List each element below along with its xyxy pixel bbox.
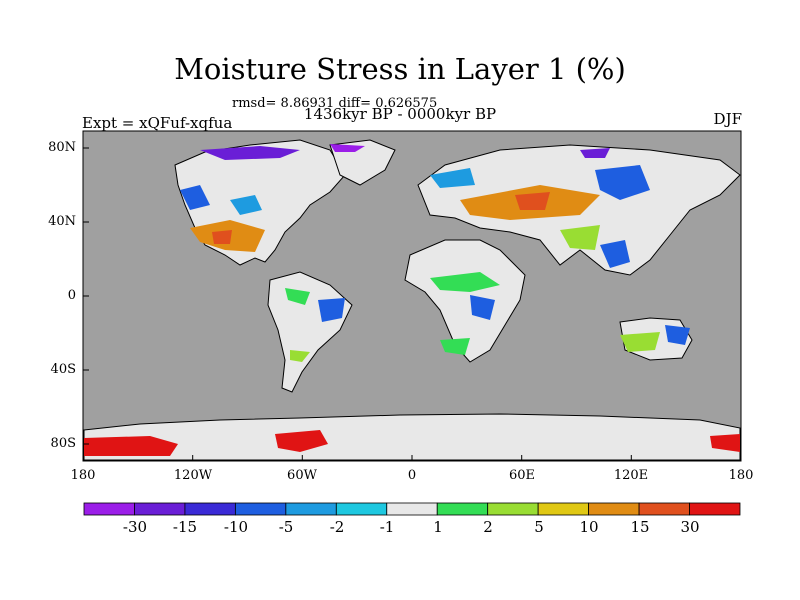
- colorbar-label: -15: [172, 518, 198, 536]
- anomaly-patch: [330, 144, 365, 152]
- colorbar-swatch: [436, 502, 489, 516]
- anomaly-patch: [595, 165, 650, 200]
- y-tick-label: 80N: [48, 140, 76, 155]
- anomaly-patch: [180, 185, 210, 210]
- anomaly-patch: [710, 434, 740, 452]
- x-tick-label: 120W: [173, 468, 213, 483]
- anomaly-patch: [318, 298, 345, 322]
- colorbar-label: 1: [433, 518, 443, 536]
- colorbar-swatch: [234, 502, 287, 516]
- y-tick-label: 40N: [48, 214, 76, 229]
- anomaly-patches: [84, 144, 740, 456]
- anomaly-patch: [290, 350, 310, 362]
- anomaly-patch: [430, 272, 500, 292]
- y-tick-label: 0: [67, 288, 76, 303]
- map-title: Moisture Stress in Layer 1 (%): [174, 52, 626, 86]
- y-tick-label: 40S: [50, 362, 76, 377]
- x-tick-label: 60E: [508, 468, 536, 483]
- x-tick-label: 180: [728, 468, 754, 483]
- anomaly-patch: [515, 192, 550, 210]
- anomaly-patch: [560, 225, 600, 250]
- colorbar-swatch: [487, 502, 539, 516]
- anomaly-patch: [620, 332, 660, 352]
- anomaly-patch: [275, 430, 328, 452]
- colorbar-label: 15: [630, 518, 650, 536]
- x-tick-label: 180: [70, 468, 96, 483]
- season-label: DJF: [713, 110, 742, 128]
- anomaly-patch: [200, 146, 300, 160]
- landmass-africa: [404, 239, 526, 363]
- colorbar-label: -30: [122, 518, 148, 536]
- x-tick-label: 120E: [613, 468, 649, 483]
- anomaly-patch: [212, 230, 232, 244]
- anomaly-patch: [230, 195, 262, 215]
- time-period: 1436kyr BP - 0000kyr BP: [303, 105, 497, 123]
- rmsd-diff-stats: rmsd= 8.86931 diff= 0.626575: [232, 96, 438, 111]
- y-tick-label: 80S: [50, 436, 76, 451]
- colorbar: [83, 502, 741, 516]
- colorbar-swatch: [689, 502, 741, 516]
- x-axis-ticks: [82, 455, 742, 461]
- colorbar-label: -2: [329, 518, 345, 536]
- experiment-label: Expt = xQFuf-xqfua: [82, 114, 233, 132]
- colorbar-label: -10: [223, 518, 249, 536]
- colorbar-label: -5: [278, 518, 294, 536]
- landmass-antarctica: [83, 413, 741, 461]
- colorbar-swatch: [537, 502, 590, 516]
- colorbar-swatch: [184, 502, 236, 516]
- colorbar-swatch: [638, 502, 690, 516]
- anomaly-patch: [430, 168, 475, 188]
- colorbar-swatch: [285, 502, 337, 516]
- anomaly-patch: [665, 325, 690, 345]
- x-tick-label: 60W: [287, 468, 317, 483]
- colorbar-swatch: [83, 502, 135, 516]
- x-tick-label: 0: [407, 468, 417, 483]
- colorbar-swatch: [134, 502, 186, 516]
- colorbar-label: 30: [680, 518, 700, 536]
- colorbar-swatch: [386, 502, 438, 516]
- anomaly-patch: [470, 295, 495, 320]
- colorbar-label: 2: [483, 518, 493, 536]
- anomaly-patch: [285, 288, 310, 305]
- anomaly-patch: [440, 338, 470, 355]
- colorbar-label: 5: [534, 518, 544, 536]
- y-axis-ticks: [83, 147, 89, 445]
- anomaly-patch: [84, 436, 178, 456]
- colorbar-swatch: [588, 502, 640, 516]
- anomaly-patch: [600, 240, 630, 268]
- colorbar-label: -1: [379, 518, 395, 536]
- colorbar-swatch: [335, 502, 388, 516]
- anomaly-patch: [580, 148, 610, 158]
- colorbar-label: 10: [579, 518, 599, 536]
